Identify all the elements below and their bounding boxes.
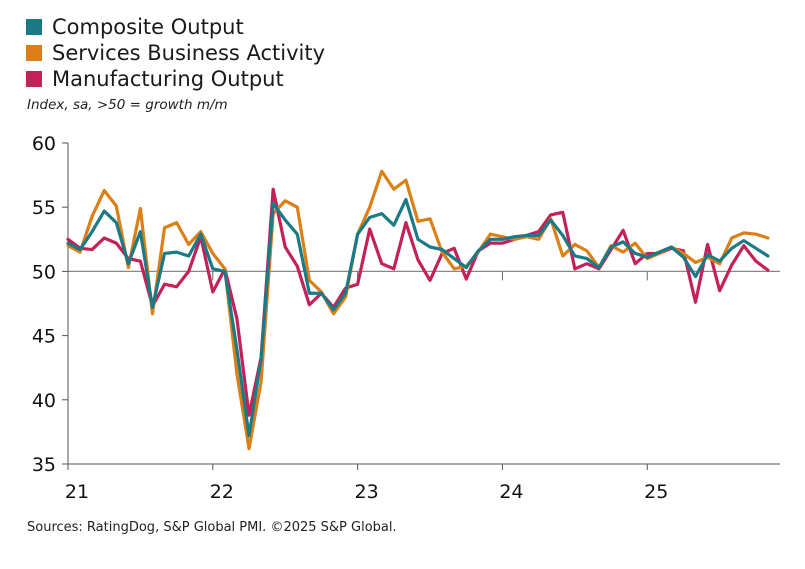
series-line-services-business-activity <box>66 169 770 451</box>
legend-label: Composite Output <box>52 15 244 39</box>
y-tick-label: 40 <box>32 390 56 412</box>
series-line-manufacturing-output <box>66 187 770 417</box>
legend-item: Manufacturing Output <box>26 66 325 92</box>
x-tick-label: 25 <box>644 481 668 503</box>
legend-swatch <box>26 71 42 87</box>
chart-subtitle: Index, sa, >50 = growth m/m <box>27 97 228 113</box>
x-tick-label: 23 <box>355 481 379 503</box>
y-tick-label: 60 <box>32 133 56 155</box>
legend-item: Services Business Activity <box>26 40 325 66</box>
legend-swatch <box>26 19 42 35</box>
legend: Composite Output Services Business Activi… <box>26 14 325 92</box>
y-tick-label: 50 <box>32 261 56 283</box>
legend-swatch <box>26 45 42 61</box>
x-tick-label: 21 <box>65 481 89 503</box>
legend-label: Manufacturing Output <box>52 67 284 91</box>
x-tick-label: 24 <box>499 481 523 503</box>
legend-label: Services Business Activity <box>52 41 326 65</box>
y-tick-label: 55 <box>32 197 56 219</box>
series-line-composite-output <box>66 197 770 438</box>
x-tick-label: 22 <box>210 481 234 503</box>
y-tick-label: 35 <box>32 454 56 476</box>
legend-item: Composite Output <box>26 14 325 40</box>
y-tick-label: 45 <box>32 326 56 348</box>
source-note: Sources: RatingDog, S&P Global PMI. ©202… <box>27 520 397 535</box>
